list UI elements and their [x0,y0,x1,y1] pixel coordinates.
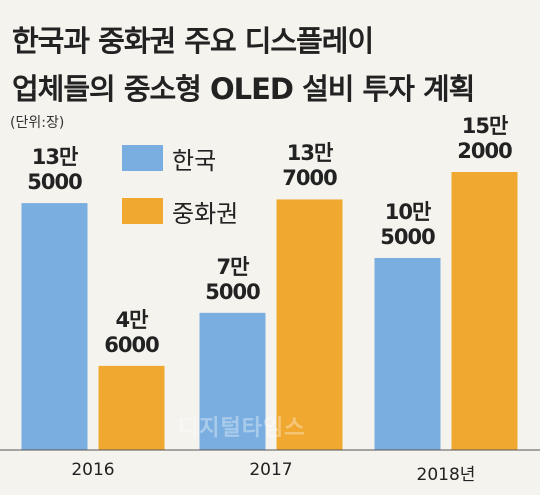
chart-title: 한국과 중화권 주요 디스플레이 [12,24,374,58]
data-label: 15만 2000 [457,114,512,163]
bar [276,199,343,450]
data-label: 10만 5000 [380,199,435,249]
bar [374,257,441,450]
legend-swatch [122,145,163,171]
legend-label: 중화권 [172,200,239,228]
bar [199,312,266,450]
bar [451,172,518,450]
unit-label: (단위:장) [10,115,65,131]
chart-subtitle: 업체들의 중소형 OLED 설비 투자 계획 [12,72,475,106]
watermark: 디지털타임스 [178,416,306,441]
bar [98,365,165,450]
data-label: 7만 5000 [205,254,260,304]
data-label: 13만 7000 [282,141,337,191]
legend-label: 한국 [172,147,217,175]
legend-swatch [122,198,163,224]
data-label: 4만 6000 [104,307,159,357]
x-tick-label: 2016 [71,460,115,480]
bar [21,203,88,450]
data-label: 13만 5000 [27,145,82,195]
x-tick-label: 2018년 [416,465,476,485]
x-tick-label: 2017 [249,460,293,480]
